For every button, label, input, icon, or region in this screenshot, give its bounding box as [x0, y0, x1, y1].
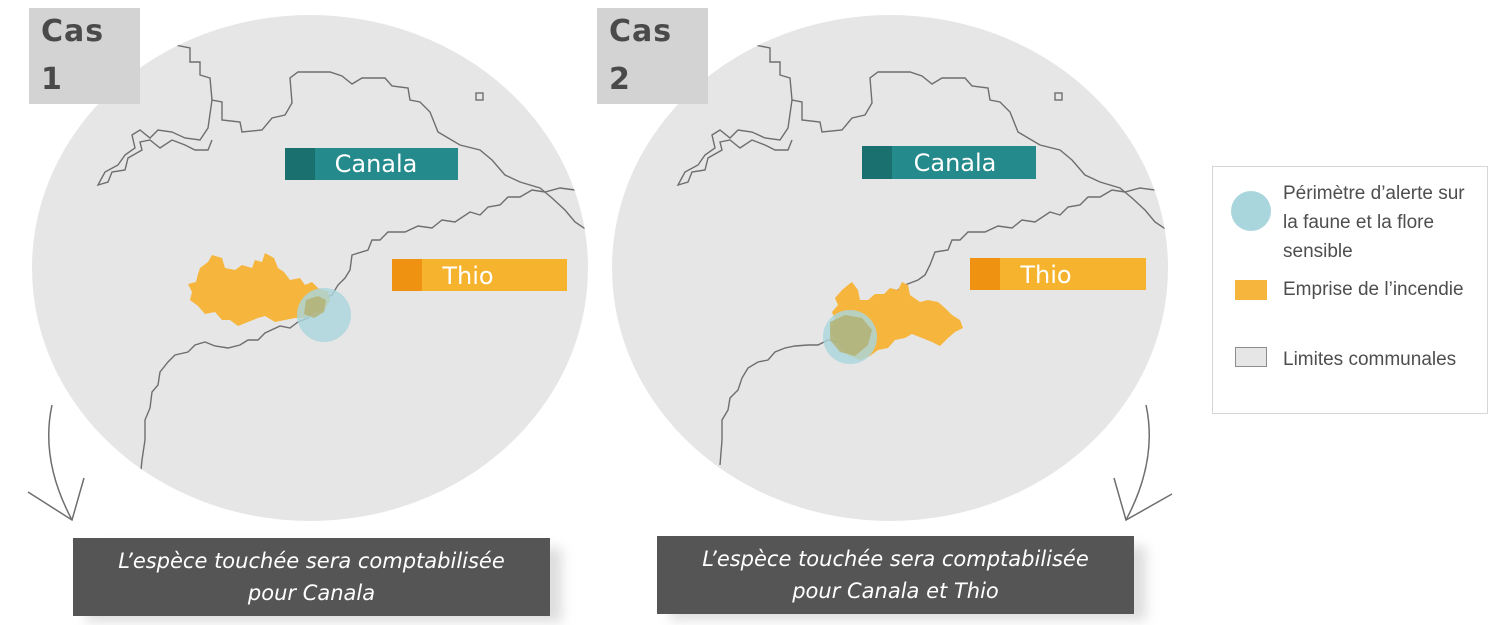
legend-fire-square-icon — [1235, 280, 1267, 300]
label-canala-text-case-1: Canala — [335, 150, 418, 178]
arrow-curve-case-2 — [1125, 404, 1150, 521]
caption-case-2: L’espèce touchée sera comptabilisée pour… — [657, 536, 1134, 614]
map-case-1: Canala Thio — [27, 15, 588, 522]
legend-label-fire: Emprise de l’incendie — [1283, 279, 1464, 300]
overlap-zone-case-1 — [304, 296, 326, 318]
overlap-zone-case-2 — [830, 315, 872, 356]
caption-case-1: L’espèce touchée sera comptabilisée pour… — [73, 538, 550, 616]
label-canala-case-1: Canala — [285, 148, 458, 180]
fire-footprint-case-1 — [188, 253, 330, 326]
arrow-head-case-2 — [1113, 477, 1173, 522]
legend-circle-icon — [1231, 191, 1271, 231]
label-thio-case-1: Thio — [392, 259, 567, 291]
case-2-tab: Cas 2 — [597, 8, 708, 104]
label-canala-case-2: Canala — [862, 146, 1036, 179]
caption-case-1-line-2: pour Canala — [247, 581, 376, 605]
arrow-curve-case-1 — [48, 404, 73, 521]
legend: Périmètre d’alerte sur la faune et la fl… — [1212, 166, 1488, 414]
legend-boundary-square-icon — [1235, 347, 1267, 367]
label-thio-text-case-2: Thio — [1019, 261, 1071, 289]
label-thio-text-case-1: Thio — [441, 262, 493, 290]
caption-case-1-line-1: L’espèce touchée sera comptabilisée — [118, 549, 505, 573]
case-1-tab: Cas 1 — [29, 8, 140, 104]
caption-case-2-line-1: L’espèce touchée sera comptabilisée — [702, 547, 1089, 571]
label-thio-case-2: Thio — [970, 258, 1146, 290]
alert-perimeter-case-1 — [297, 288, 351, 342]
legend-label-boundaries: Limites communales — [1283, 349, 1457, 370]
map-case-2: Canala Thio — [612, 15, 1173, 522]
label-canala-text-case-2: Canala — [914, 149, 997, 177]
legend-label-alert-perimeter: Périmètre d’alerte sur la faune et la fl… — [1283, 183, 1465, 262]
caption-case-2-line-2: pour Canala et Thio — [792, 579, 999, 603]
arrow-head-case-1 — [27, 477, 85, 522]
